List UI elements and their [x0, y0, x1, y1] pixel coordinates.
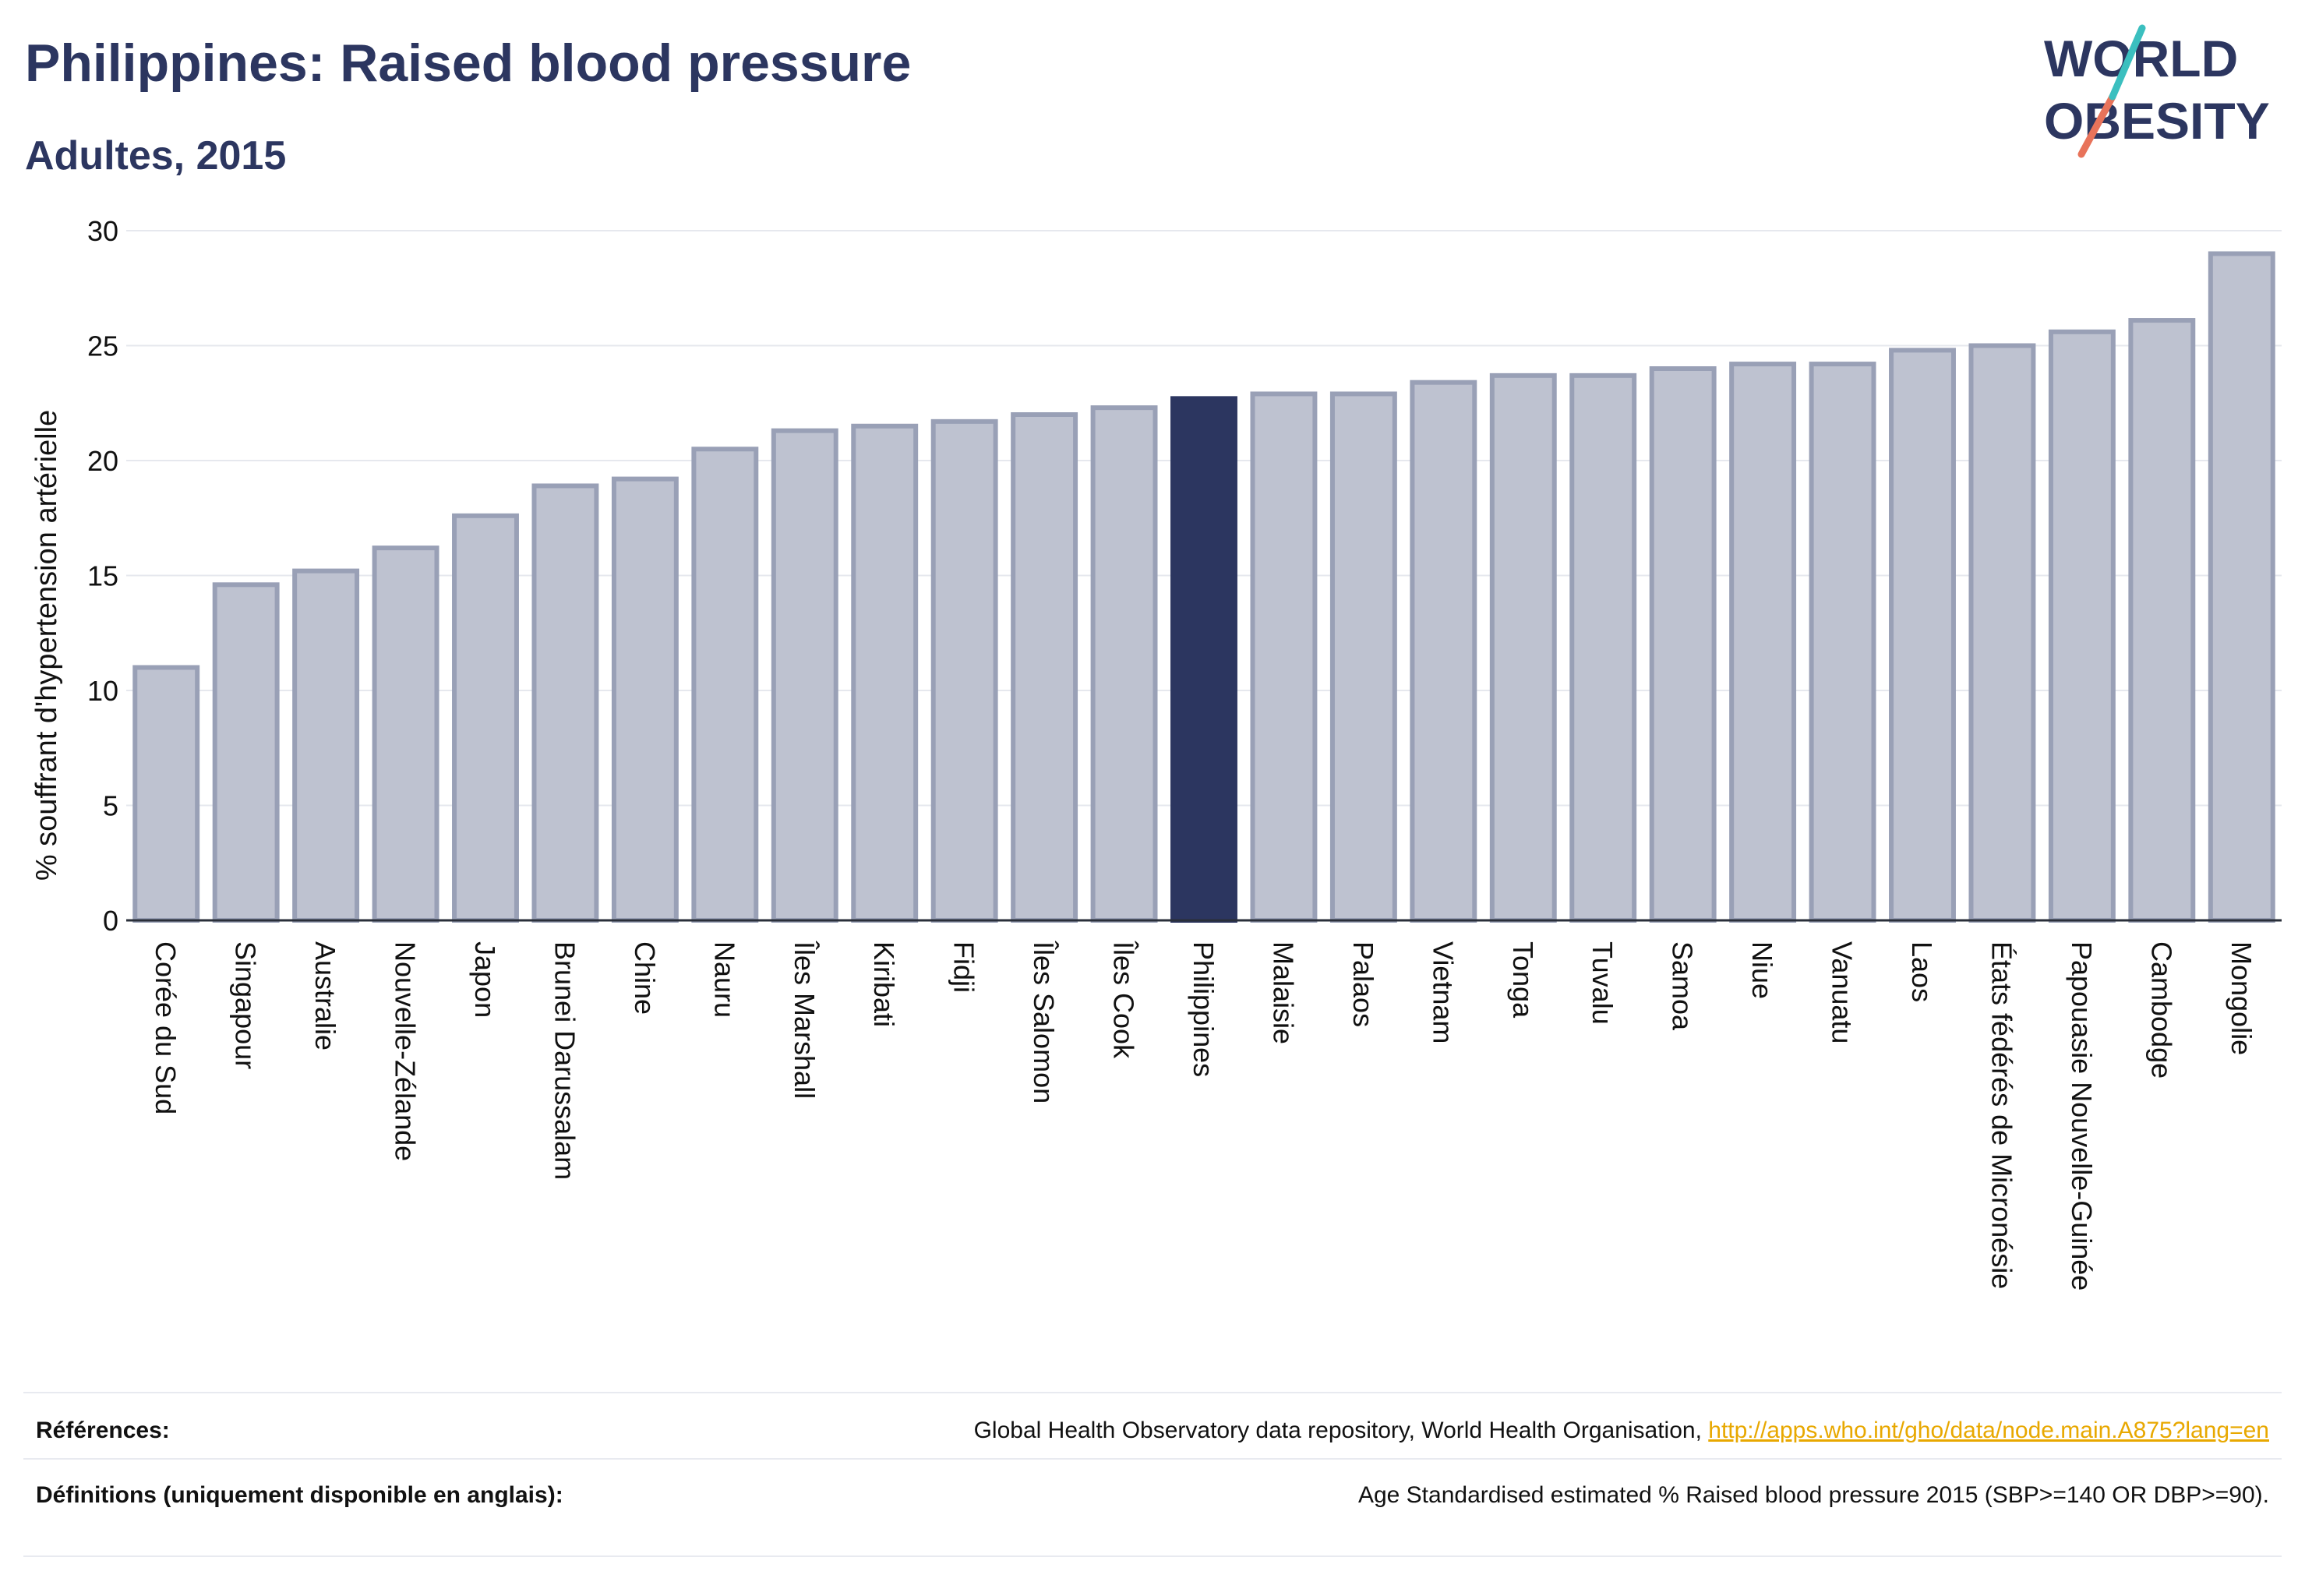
references-label: Références:	[36, 1418, 170, 1443]
x-tick-label: Philippines	[1188, 941, 1220, 1077]
references-text: Global Health Observatory data repositor…	[973, 1418, 1709, 1443]
x-tick-label: Samoa	[1667, 941, 1699, 1031]
x-tick-label: Niue	[1746, 941, 1778, 999]
bar	[2128, 318, 2196, 923]
x-tick-label: Corée du Sud	[150, 941, 182, 1114]
footer-divider	[23, 1458, 2282, 1460]
x-tick-label: Fidji	[948, 941, 980, 993]
bar	[1889, 348, 1956, 923]
bar	[1329, 391, 1397, 923]
footer-divider	[23, 1555, 2282, 1557]
bar	[611, 476, 679, 923]
bar	[1011, 412, 1078, 923]
bar	[292, 568, 360, 923]
y-tick-label: 10	[87, 675, 118, 707]
x-tick-label: Palaos	[1347, 941, 1379, 1027]
bars	[126, 251, 2282, 923]
x-tick-label: Îles Cook	[1108, 941, 1140, 1059]
x-tick-label: Singapour	[230, 941, 262, 1069]
definitions-value: Age Standardised estimated % Raised bloo…	[1357, 1482, 2269, 1508]
bar	[531, 483, 599, 923]
y-tick-label: 0	[103, 905, 118, 937]
x-tick-label: Australie	[309, 941, 341, 1050]
x-tick-label: Vanuatu	[1827, 941, 1858, 1043]
x-tick-label: Laos	[1906, 941, 1938, 1002]
x-tick-label: Brunei Darussalam	[549, 941, 581, 1180]
bar	[132, 665, 200, 923]
bar	[1170, 396, 1237, 923]
definitions-label: Définitions (uniquement disponible en an…	[36, 1482, 563, 1508]
y-tick-label: 30	[87, 215, 118, 247]
x-tick-label: Vietnam	[1427, 941, 1459, 1043]
footer-divider	[23, 1392, 2282, 1393]
x-tick-label: Papouasie Nouvelle-Guinée	[2066, 941, 2098, 1291]
y-tick-label: 25	[87, 330, 118, 362]
x-tick-label: Mongolie	[2226, 941, 2257, 1055]
bar-chart: 0 5 10 15 20 25 30 Corée du Sud Singapour Austra…	[30, 215, 2282, 1291]
x-tick-label: Îles Salomon	[1028, 941, 1060, 1103]
world-obesity-logo: WORLD OBESITY	[2044, 24, 2270, 158]
bar	[2208, 251, 2275, 923]
svg-text:OBESITY: OBESITY	[2044, 92, 2270, 150]
bar	[212, 582, 280, 923]
bar	[2048, 329, 2116, 923]
y-tick-label: 15	[87, 560, 118, 592]
chart-subtitle: Adultes, 2015	[25, 133, 287, 178]
x-tick-label: Chine	[629, 941, 661, 1015]
x-tick-label: Malaisie	[1267, 941, 1299, 1044]
x-tick-label: Îles Marshall	[789, 941, 821, 1099]
y-tick-label: 5	[103, 790, 118, 822]
x-tick-label: Japon	[469, 941, 501, 1018]
bar	[372, 546, 439, 923]
bar	[1809, 362, 1876, 923]
x-tick-label: États fédérés de Micronésie	[1986, 941, 2017, 1289]
bar	[1968, 343, 2036, 923]
x-tick-label: Nouvelle-Zélande	[390, 941, 422, 1161]
bar	[1410, 380, 1477, 923]
bar	[771, 428, 838, 923]
bar	[691, 447, 759, 923]
x-tick-label: Tuvalu	[1587, 941, 1618, 1025]
chart-title: Philippines: Raised blood pressure	[25, 34, 912, 93]
x-tick-label: Kiribati	[868, 941, 900, 1027]
y-tick-labels: 0 5 10 15 20 25 30	[87, 215, 118, 937]
bar	[1090, 405, 1158, 923]
bar	[1489, 373, 1557, 923]
bar	[1729, 362, 1797, 923]
x-tick-labels: Corée du Sud Singapour Australie Nouvelle-Z…	[150, 941, 2257, 1291]
bar	[452, 513, 519, 923]
bar	[851, 423, 919, 923]
x-tick-label: Nauru	[708, 941, 740, 1018]
x-tick-label: Cambodge	[2145, 941, 2177, 1079]
bar	[1250, 391, 1318, 923]
x-tick-label: Tonga	[1507, 941, 1539, 1019]
bar	[1649, 366, 1717, 923]
references-value: Global Health Observatory data repositor…	[974, 1414, 2269, 1447]
bar	[930, 418, 998, 923]
y-tick-label: 20	[87, 445, 118, 477]
y-axis-label: % souffrant d'hypertension artérielle	[30, 410, 63, 881]
bar	[1569, 373, 1637, 923]
references-link[interactable]: http://apps.who.int/gho/data/node.main.A…	[1708, 1418, 2269, 1443]
